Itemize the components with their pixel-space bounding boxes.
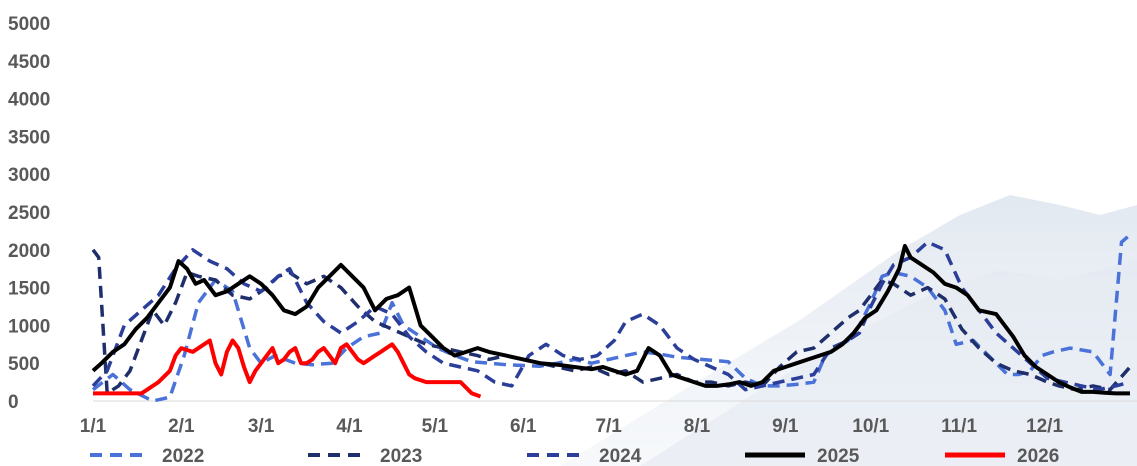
x-tick-label: 11/1 xyxy=(941,416,977,437)
x-tick-label: 1/1 xyxy=(80,416,107,437)
y-tick-label: 4500 xyxy=(8,52,50,73)
legend-label-2025: 2025 xyxy=(817,446,860,466)
legend-label-2023: 2023 xyxy=(380,446,422,466)
y-tick-label: 3500 xyxy=(8,127,50,148)
x-tick-label: 2/1 xyxy=(168,416,195,437)
x-tick-label: 8/1 xyxy=(684,416,711,437)
x-tick-label: 10/1 xyxy=(852,416,889,437)
y-tick-label: 3000 xyxy=(8,165,50,186)
y-tick-label: 1500 xyxy=(8,279,50,300)
legend-label-2022: 2022 xyxy=(162,446,204,466)
y-axis: 0 500 1000 1500 2000 2500 3000 3500 4000 4500 5000 xyxy=(8,14,50,413)
legend-label-2024: 2024 xyxy=(599,446,642,466)
x-tick-label: 7/1 xyxy=(595,416,622,437)
series-layer xyxy=(91,233,1132,403)
y-tick-label: 2500 xyxy=(8,203,50,224)
x-tick-label: 6/1 xyxy=(510,416,537,437)
y-tick-label: 1000 xyxy=(8,316,50,337)
y-tick-label: 0 xyxy=(8,392,19,413)
legend-label-2026: 2026 xyxy=(1017,446,1059,466)
y-tick-label: 2000 xyxy=(8,241,50,262)
x-axis: 1/1 2/1 3/1 4/1 5/1 6/1 7/1 8/1 9/1 10/1 11/1 12/1 xyxy=(80,416,1064,437)
x-tick-label: 12/1 xyxy=(1026,416,1063,437)
y-tick-label: 500 xyxy=(8,354,40,375)
series-line-2026 xyxy=(93,338,482,399)
series-line-2024 xyxy=(91,240,1131,392)
y-tick-label: 5000 xyxy=(8,14,50,35)
x-tick-label: 4/1 xyxy=(336,416,363,437)
y-tick-label: 4000 xyxy=(8,90,50,111)
x-tick-label: 5/1 xyxy=(422,416,449,437)
series-line-2022 xyxy=(91,233,1132,403)
mountain-ridge-background xyxy=(640,260,1137,466)
x-tick-label: 9/1 xyxy=(772,416,799,437)
series-line-2025 xyxy=(91,244,1130,396)
x-tick-label: 3/1 xyxy=(248,416,275,437)
legend: 2022 2023 2024 2025 2026 xyxy=(90,446,1059,466)
